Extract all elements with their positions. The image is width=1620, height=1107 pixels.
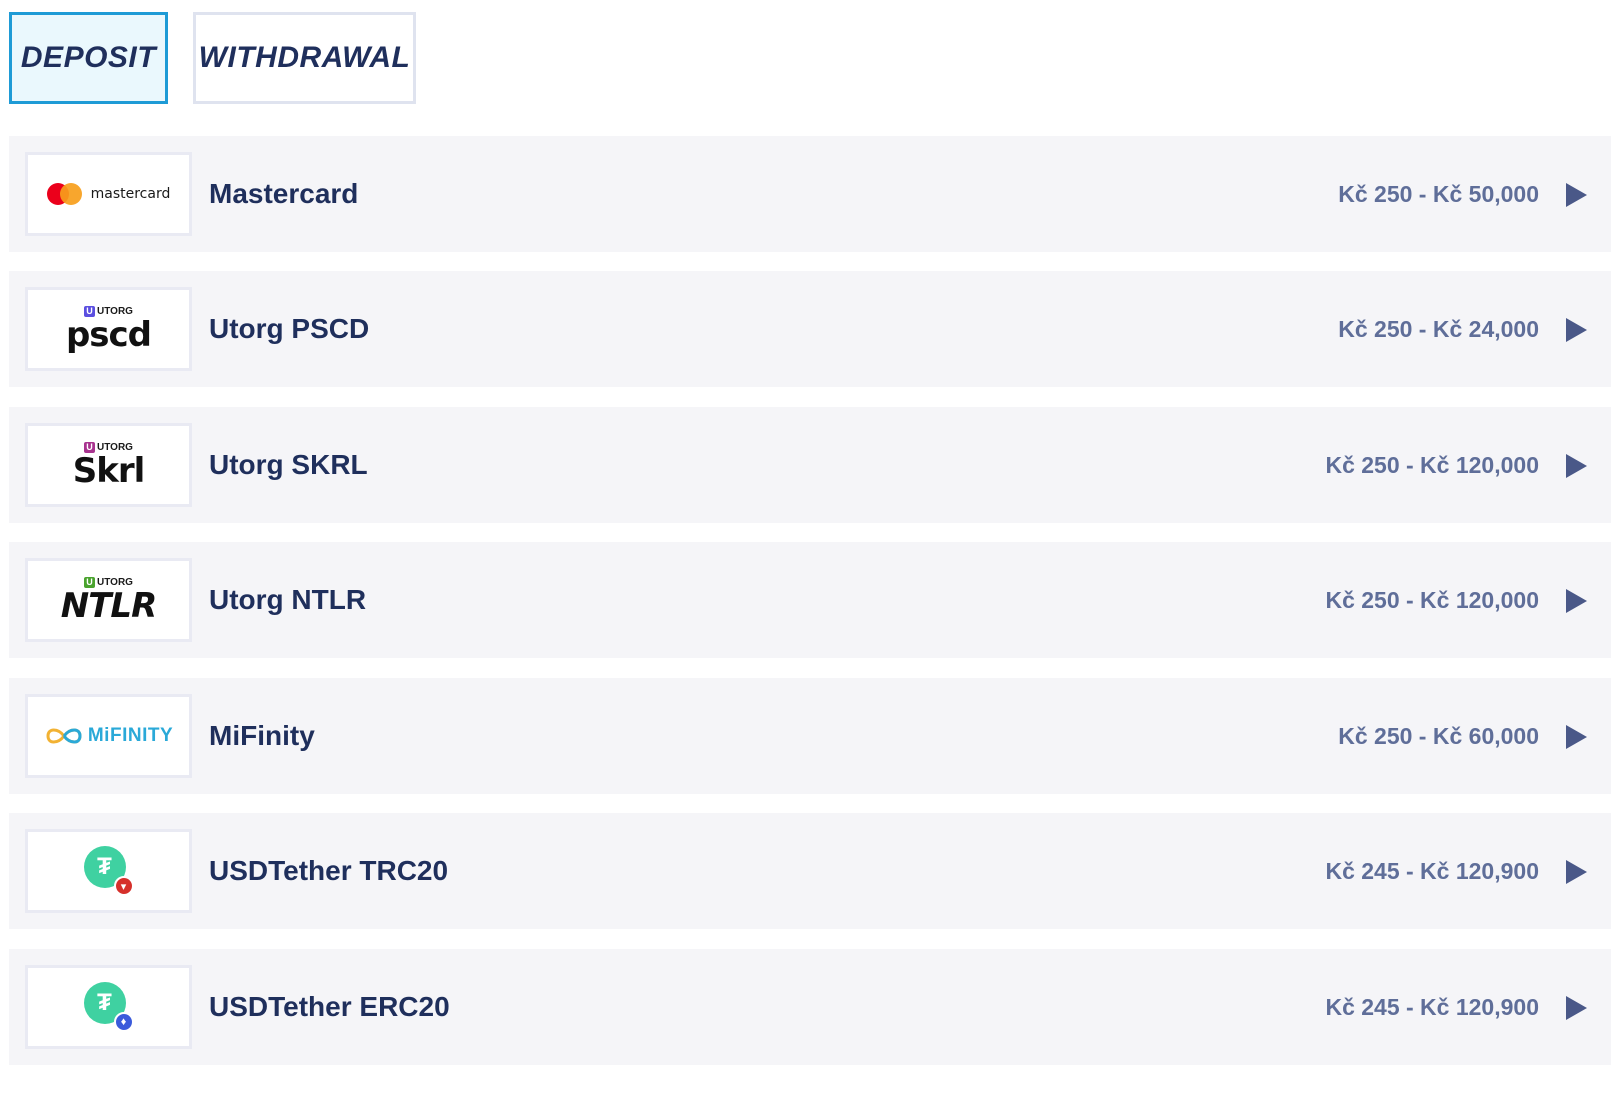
payment-method-name: USDTether ERC20 [209,991,450,1022]
payment-method-name: MiFinity [209,720,315,751]
tab-deposit[interactable]: DEPOSIT [9,12,168,104]
play-arrow-icon[interactable] [1566,183,1587,207]
infinity-icon [46,728,82,744]
play-arrow-icon[interactable] [1566,996,1587,1020]
mastercard-logo: mastercard [25,152,192,236]
tether-coin-icon: ₮ [83,846,126,888]
utorg-badge-icon: U [84,442,96,453]
payment-method-name: Utorg PSCD [209,313,370,344]
utorg-label: UTORG [97,305,133,317]
ethereum-network-icon: ♦ [113,1012,134,1032]
payment-method-row-mastercard[interactable]: mastercard Mastercard Kč 250 - Kč 50,000 [9,136,1611,252]
ntlr-wordmark: NTLR [60,586,157,626]
payment-method-name: USDTether TRC20 [209,855,449,886]
payment-method-name: Mastercard [209,178,359,209]
mastercard-logo-text: mastercard [90,186,171,202]
payment-method-range: Kč 245 - Kč 120,900 [1325,857,1539,884]
payment-method-range: Kč 250 - Kč 120,000 [1325,586,1539,613]
payment-method-row-usdt-erc20[interactable]: ₮ ♦ USDTether ERC20 Kč 245 - Kč 120,900 [9,949,1611,1065]
skrl-wordmark: Skrl [72,451,146,491]
play-arrow-icon[interactable] [1566,725,1587,749]
payment-method-range: Kč 245 - Kč 120,900 [1325,993,1539,1020]
tether-erc20-logo: ₮ ♦ [25,965,192,1049]
payment-method-name: Utorg SKRL [209,449,368,480]
utorg-label: UTORG [97,576,133,588]
utorg-ntlr-logo: U UTORG NTLR [25,558,192,642]
tron-network-icon: ▾ [113,876,134,896]
mifinity-wordmark: MiFINITY [87,725,174,746]
payment-method-range: Kč 250 - Kč 24,000 [1338,315,1539,342]
payment-method-row-mifinity[interactable]: MiFINITY MiFinity Kč 250 - Kč 60,000 [9,678,1611,794]
payment-method-row-utorg-pscd[interactable]: U UTORG pscd Utorg PSCD Kč 250 - Kč 24,0… [9,271,1611,387]
utorg-pscd-logo: U UTORG pscd [25,287,192,371]
payment-method-range: Kč 250 - Kč 60,000 [1338,722,1539,749]
utorg-label: UTORG [97,441,133,453]
mastercard-circles-icon [46,183,83,205]
payment-method-range: Kč 250 - Kč 50,000 [1338,180,1539,207]
utorg-badge-icon: U [84,577,96,588]
payment-method-range: Kč 250 - Kč 120,000 [1325,451,1539,478]
utorg-badge-icon: U [84,306,96,317]
pscd-wordmark: pscd [65,315,152,355]
payment-method-name: Utorg NTLR [209,584,367,615]
payment-method-row-usdt-trc20[interactable]: ₮ ▾ USDTether TRC20 Kč 245 - Kč 120,900 [9,813,1611,929]
play-arrow-icon[interactable] [1566,860,1587,884]
mifinity-logo: MiFINITY [25,694,192,778]
payment-method-row-utorg-skrl[interactable]: U UTORG Skrl Utorg SKRL Kč 250 - Kč 120,… [9,407,1611,523]
play-arrow-icon[interactable] [1566,589,1587,613]
utorg-skrl-logo: U UTORG Skrl [25,423,192,507]
payment-method-row-utorg-ntlr[interactable]: U UTORG NTLR Utorg NTLR Kč 250 - Kč 120,… [9,542,1611,658]
play-arrow-icon[interactable] [1566,454,1587,478]
play-arrow-icon[interactable] [1566,318,1587,342]
tether-trc20-logo: ₮ ▾ [25,829,192,913]
tab-withdrawal[interactable]: WITHDRAWAL [193,12,416,104]
